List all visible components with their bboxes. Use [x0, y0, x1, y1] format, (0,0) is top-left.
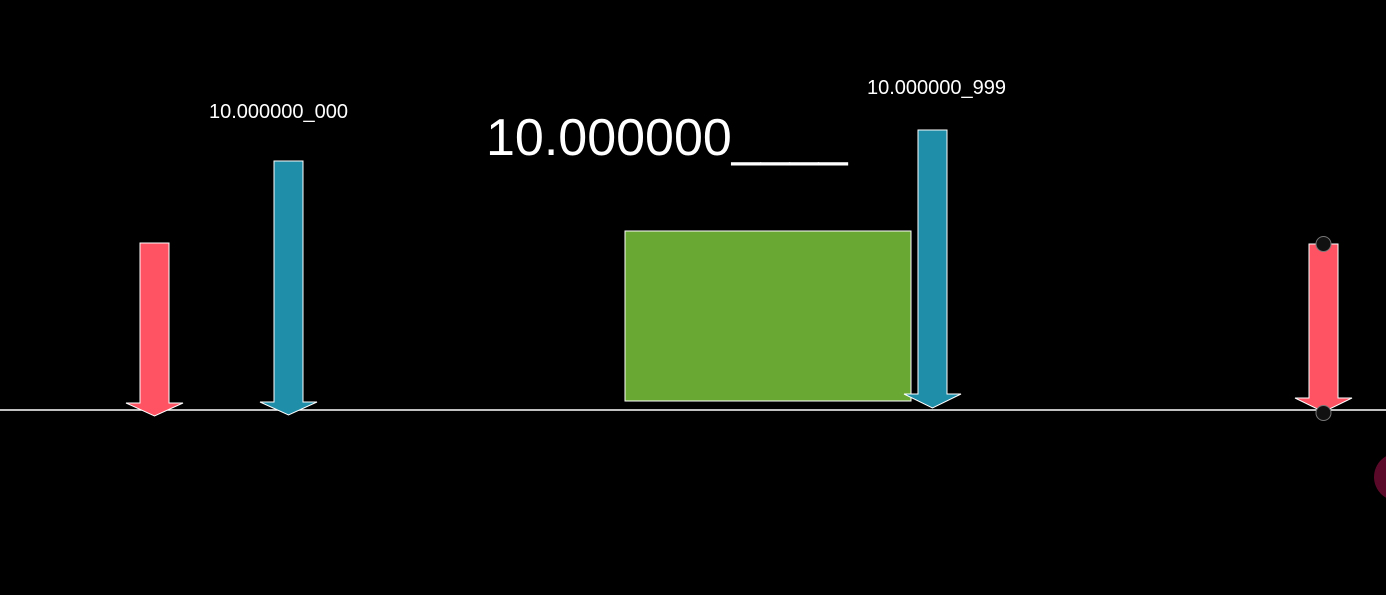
green-block [624, 230, 912, 402]
blue-arrow-left [259, 160, 318, 416]
resize-handle-bottom[interactable] [1315, 405, 1332, 421]
red-arrow-right[interactable] [1294, 243, 1353, 413]
left-arrow-label: 10.000000_000 [209, 101, 349, 123]
resize-handle-top[interactable] [1315, 236, 1332, 252]
center-title: 10.000000____ [486, 109, 848, 167]
right-arrow-label: 10.000000_999 [867, 77, 1007, 99]
blue-arrow-right [903, 129, 962, 409]
floating-action-dot[interactable] [1374, 453, 1386, 501]
red-arrow-left [125, 242, 184, 417]
